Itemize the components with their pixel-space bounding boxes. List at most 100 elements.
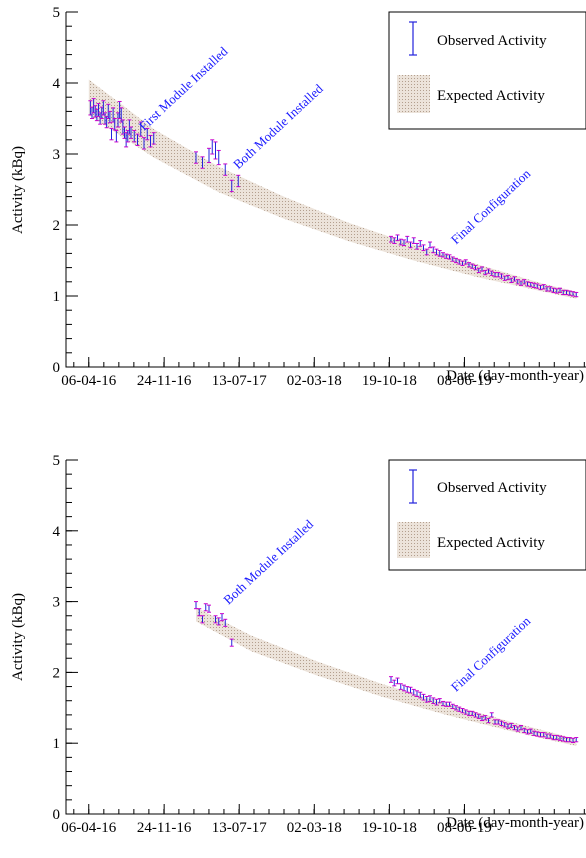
annotation-label: First Module Installed: [136, 43, 231, 133]
x-tick-label: 24-11-16: [137, 373, 192, 389]
observed-point: [525, 281, 530, 287]
legend-observed-marker: [409, 469, 417, 504]
observed-point: [229, 638, 234, 647]
observed-point: [411, 237, 416, 244]
observed-point: [470, 263, 475, 269]
observed-point: [389, 676, 393, 683]
observed-point: [112, 118, 117, 131]
observed-point: [135, 133, 140, 146]
y-tick-label: 0: [53, 807, 61, 823]
legend-expected-label: Expected Activity: [437, 535, 545, 551]
observed-point: [532, 282, 536, 288]
legend-expected-swatch: [397, 522, 430, 558]
observed-point: [223, 618, 228, 627]
y-tick-label: 0: [53, 360, 61, 376]
legend-observed-marker: [409, 21, 417, 56]
observed-point: [194, 151, 198, 164]
legend-bottom: Observed Activity Expected Activity: [388, 459, 586, 571]
y-tick-label: 4: [53, 524, 61, 540]
observed-point: [571, 291, 575, 297]
observed-point: [207, 147, 211, 164]
observed-point: [236, 174, 241, 188]
observed-point: [398, 683, 403, 690]
observed-point: [480, 715, 484, 722]
y-tick-label: 5: [53, 453, 61, 469]
legend-observed-label: Observed Activity: [437, 33, 547, 49]
observed-point: [522, 727, 527, 734]
observed-point: [450, 256, 455, 262]
observed-point: [441, 700, 445, 707]
observed-point: [483, 715, 488, 721]
y-tick-label: 3: [53, 147, 61, 163]
x-tick-label: 06-04-16: [61, 820, 116, 836]
observed-point: [402, 239, 406, 247]
observed-point: [486, 717, 491, 724]
observed-point: [554, 288, 559, 294]
observed-point: [567, 290, 572, 296]
chart-panel-bottom: 0 1 2 3 4 5 06-04-16 24-11-16 13-07-17 02-03-18 19…: [10, 453, 586, 836]
observed-point: [496, 272, 501, 278]
observed-point: [519, 725, 523, 731]
observed-point: [203, 603, 208, 612]
observed-point: [496, 719, 501, 725]
observed-point: [515, 726, 520, 732]
legend-observed-label: Observed Activity: [437, 480, 547, 496]
legend-expected-label: Expected Activity: [437, 88, 545, 104]
observed-point: [395, 677, 400, 685]
observed-point: [213, 141, 218, 160]
observed-point: [114, 130, 119, 143]
observed-point: [554, 734, 559, 741]
observed-point: [551, 287, 556, 293]
observed-point: [447, 701, 452, 707]
observed-point: [389, 235, 393, 243]
observed-point: [200, 156, 205, 169]
observed-point: [216, 617, 221, 626]
y-axis-title: Activity (kBq): [10, 593, 26, 681]
observed-point: [473, 712, 478, 718]
observed-point: [415, 690, 419, 697]
observed-point: [532, 730, 536, 736]
observed-point: [457, 259, 462, 265]
y-tick-label: 5: [53, 5, 61, 21]
x-tick-label: 19-10-18: [362, 820, 417, 836]
observed-point: [447, 254, 452, 260]
observed-point: [476, 713, 481, 719]
observed-point: [476, 267, 481, 274]
observed-point: [574, 291, 579, 298]
observed-point: [502, 275, 507, 281]
observed-point: [216, 149, 221, 166]
observed-point: [145, 127, 150, 141]
observed-point: [437, 698, 442, 704]
observed-point: [457, 706, 462, 712]
observed-point: [151, 132, 156, 145]
observed-point: [194, 601, 198, 610]
observed-point: [535, 731, 540, 737]
observed-point: [421, 244, 426, 252]
observed-point: [395, 234, 400, 242]
observed-point: [506, 274, 510, 281]
x-axis-title: Date (day-month-year): [446, 815, 584, 831]
observed-point: [418, 240, 423, 247]
x-tick-label: 08-06-19: [437, 373, 492, 389]
observed-point: [229, 179, 234, 193]
observed-point: [434, 698, 439, 706]
observed-point: [424, 248, 429, 256]
x-tick-label: 02-03-18: [287, 373, 342, 389]
observed-point: [223, 163, 228, 176]
observed-point: [392, 679, 397, 687]
x-tick-label: 13-07-17: [212, 373, 267, 389]
observed-point: [418, 691, 423, 699]
observed-point: [428, 241, 432, 249]
x-tick-label: 19-10-18: [362, 373, 417, 389]
observed-point: [541, 284, 546, 290]
observed-point: [528, 282, 533, 288]
x-tick-label: 06-04-16: [61, 373, 116, 389]
observed-point: [509, 722, 514, 729]
observed-point: [480, 266, 484, 272]
legend-expected-swatch: [397, 75, 430, 113]
observed-point: [519, 280, 523, 286]
observed-point: [483, 269, 488, 276]
observed-point: [460, 708, 465, 714]
y-tick-label: 3: [53, 595, 61, 611]
